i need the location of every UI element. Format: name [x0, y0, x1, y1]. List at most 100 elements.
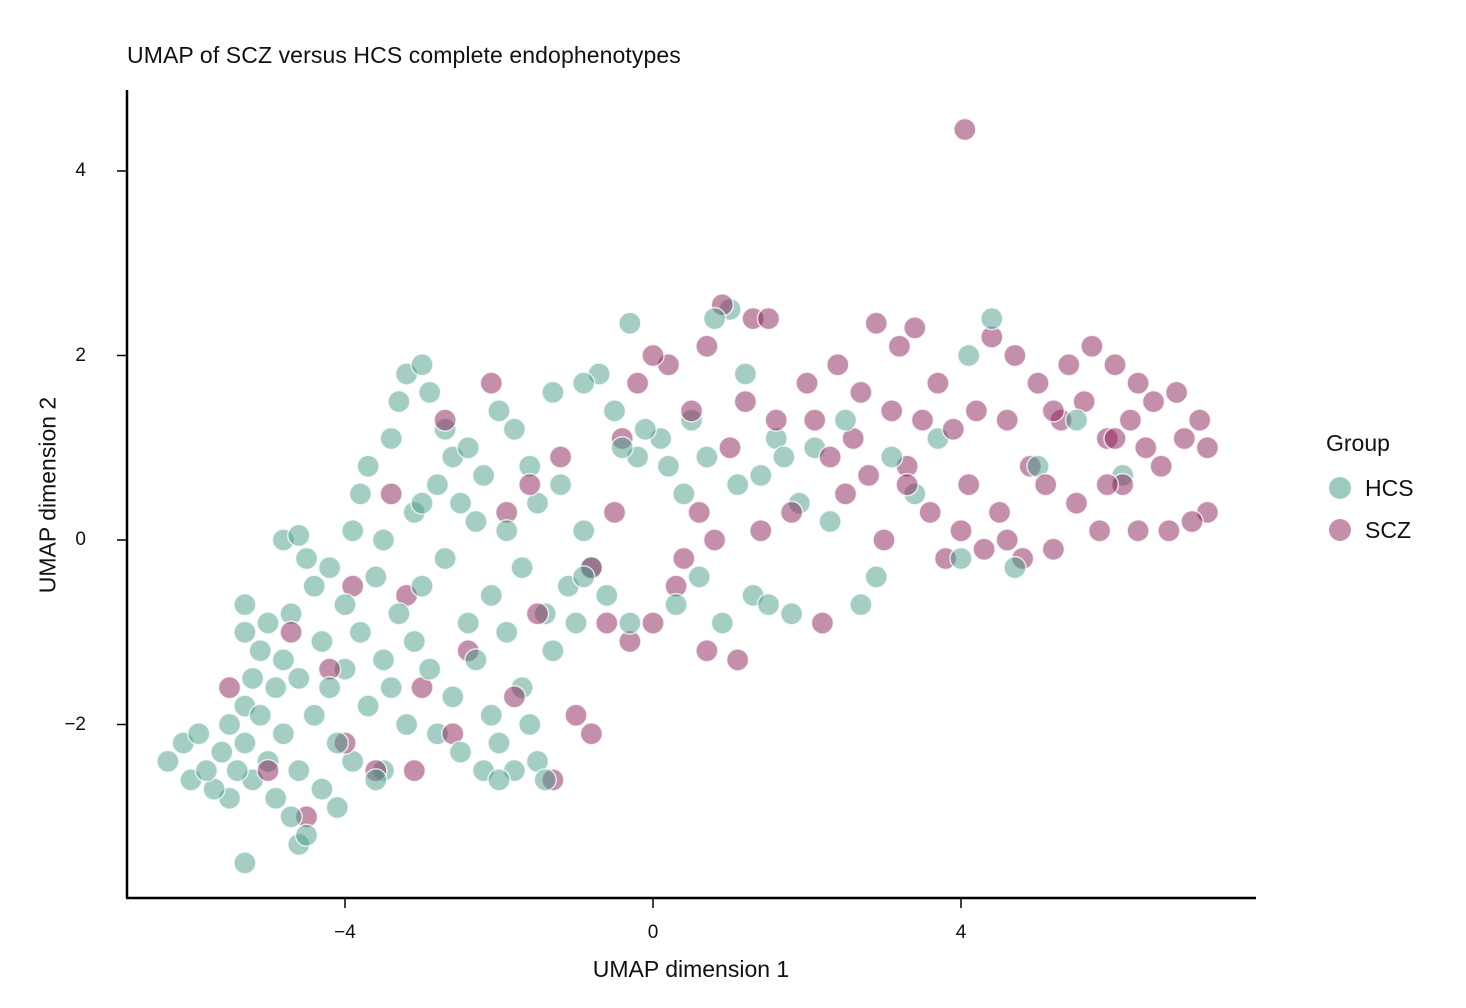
data-point-scz [625, 371, 650, 395]
data-point-hcs [479, 703, 504, 728]
data-point-scz [1141, 389, 1166, 414]
data-point-hcs [186, 721, 211, 746]
data-point-scz [972, 537, 996, 561]
data-point-hcs [287, 666, 311, 691]
data-point-scz [856, 463, 881, 488]
data-point-scz [379, 482, 403, 506]
data-point-scz [679, 399, 704, 423]
data-point-scz [953, 117, 977, 142]
x-tick-label: −4 [334, 922, 356, 943]
data-point-hcs [448, 491, 473, 515]
data-point-scz [833, 482, 858, 506]
data-point-scz [849, 380, 873, 405]
data-point-scz [672, 546, 696, 571]
data-point-scz [1118, 408, 1143, 432]
data-point-hcs [364, 565, 388, 589]
data-point-hcs [656, 454, 681, 478]
y-axis-label: UMAP dimension 2 [34, 396, 61, 594]
data-point-scz [995, 528, 1019, 552]
data-point-hcs [664, 592, 688, 617]
data-point-scz [718, 436, 742, 460]
data-point-scz [926, 371, 950, 395]
data-point-hcs [156, 749, 180, 774]
data-point-hcs [1003, 555, 1027, 580]
data-point-hcs [502, 417, 527, 442]
data-point-scz [895, 472, 919, 497]
data-point-hcs [210, 740, 234, 764]
data-point-hcs [618, 611, 642, 635]
data-point-hcs [548, 472, 573, 497]
data-point-hcs [541, 380, 565, 405]
data-point-scz [702, 528, 727, 552]
data-point-scz [872, 528, 896, 552]
data-point-scz [1003, 343, 1027, 368]
data-point-scz [725, 648, 750, 672]
data-point-scz [641, 611, 665, 635]
legend-swatch-icon [1329, 519, 1351, 541]
data-point-hcs [980, 306, 1004, 331]
legend-item-hcs[interactable]: HCS [1326, 467, 1414, 509]
data-point-hcs [610, 436, 634, 460]
data-point-scz [1095, 472, 1120, 497]
data-point-hcs [772, 445, 796, 469]
data-point-hcs [310, 629, 334, 654]
legend-item-scz[interactable]: SCZ [1326, 509, 1414, 551]
data-point-scz [602, 500, 627, 525]
data-point-hcs [402, 629, 427, 654]
data-point-hcs [294, 823, 319, 847]
data-point-scz [217, 675, 242, 700]
data-point-hcs [471, 463, 496, 488]
data-point-hcs [571, 565, 596, 589]
data-point-scz [964, 399, 989, 423]
data-point-scz [903, 316, 927, 340]
y-tick-label: 4 [75, 160, 86, 181]
data-point-hcs [302, 574, 326, 598]
data-point-scz [1080, 334, 1104, 359]
data-point-hcs [379, 426, 403, 451]
data-point-scz [749, 519, 773, 543]
data-point-scz [779, 500, 804, 525]
data-point-hcs [233, 851, 257, 875]
data-point-scz [595, 611, 619, 635]
data-point-scz [818, 445, 842, 469]
data-point-scz [525, 602, 550, 626]
data-point-scz [1149, 454, 1173, 478]
data-point-hcs [494, 620, 519, 644]
data-point-scz [1157, 519, 1181, 543]
data-point-hcs [194, 758, 219, 783]
data-point-scz [764, 408, 788, 432]
data-point-hcs [571, 519, 596, 543]
data-point-hcs [348, 620, 373, 644]
data-point-scz [548, 445, 573, 469]
data-point-hcs [371, 528, 396, 552]
data-point-hcs [595, 583, 619, 608]
data-point-scz [1041, 399, 1066, 423]
legend-label: HCS [1365, 474, 1414, 501]
data-point-hcs [956, 343, 981, 368]
data-point-hcs [410, 491, 434, 515]
data-point-scz [1187, 408, 1212, 432]
data-point-scz [733, 389, 758, 414]
data-point-scz [1087, 519, 1112, 543]
data-point-hcs [618, 311, 642, 335]
data-point-hcs [394, 712, 419, 737]
data-point-hcs [225, 758, 249, 783]
data-point-hcs [287, 758, 311, 783]
data-point-hcs [433, 546, 457, 571]
data-point-scz [864, 311, 889, 335]
data-point-scz [256, 758, 280, 783]
data-point-scz [1195, 436, 1220, 460]
data-point-scz [1033, 472, 1058, 497]
y-tick-label: 0 [75, 529, 86, 550]
data-point-scz [941, 417, 966, 442]
data-point-scz [949, 519, 973, 543]
data-point-scz [1103, 352, 1127, 377]
data-points [156, 117, 1220, 875]
legend-swatch-icon [1329, 477, 1351, 499]
data-point-scz [802, 408, 827, 432]
data-point-hcs [487, 399, 511, 423]
data-point-hcs [448, 740, 473, 764]
data-point-hcs [733, 362, 758, 386]
data-point-scz [910, 408, 935, 432]
data-point-scz [518, 472, 542, 497]
